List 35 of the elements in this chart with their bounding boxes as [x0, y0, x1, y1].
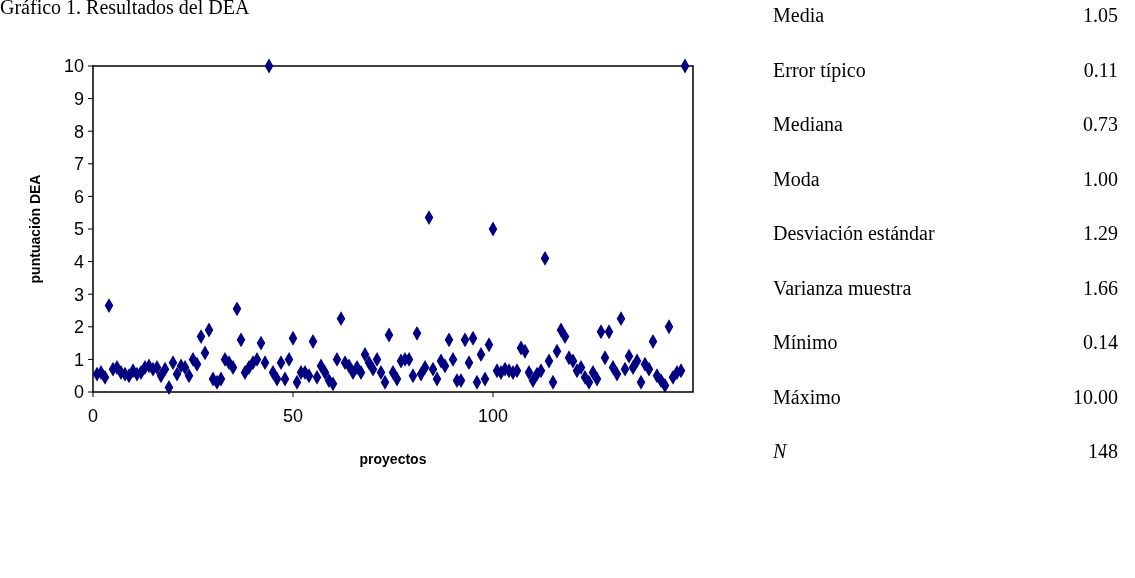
- x-tick-label: 50: [282, 406, 304, 426]
- x-tick-label: 100: [477, 406, 509, 426]
- text: 1.05: [1083, 4, 1118, 26]
- y-tick-label: 1: [73, 349, 84, 370]
- text: 0.11: [1083, 58, 1118, 81]
- text: Máximo: [773, 385, 841, 408]
- y-tick-label: 0: [73, 382, 84, 403]
- y-tick-label: 9: [73, 88, 84, 109]
- text: 1.29: [1083, 222, 1118, 244]
- chart-title: Gráfico 1. Resultados del DEA: [0, 0, 250, 18]
- text: Media: [773, 4, 825, 26]
- x-axis-title: proyectos: [359, 451, 427, 467]
- y-tick-label: 10: [63, 56, 84, 77]
- text: 1.00: [1083, 167, 1118, 190]
- y-tick-label: 6: [73, 186, 84, 207]
- text: 148: [1088, 440, 1118, 462]
- text: Mínimo: [773, 331, 838, 353]
- text: Mediana: [773, 113, 844, 135]
- text: Moda: [773, 167, 820, 190]
- y-tick-label: 2: [73, 317, 84, 338]
- text: 0.14: [1083, 331, 1118, 353]
- y-tick-label: 3: [73, 284, 84, 305]
- text: Varianza muestra: [773, 276, 912, 299]
- text: Desviación estándar: [773, 222, 935, 244]
- text: Error típico: [773, 58, 866, 82]
- y-axis-title: puntuación DEA: [27, 174, 43, 284]
- text: N: [772, 440, 788, 462]
- y-tick-label: 8: [73, 121, 84, 142]
- text: 0.73: [1083, 113, 1118, 135]
- y-tick-label: 7: [73, 154, 84, 175]
- x-tick-label: 0: [87, 406, 99, 426]
- y-tick-label: 5: [73, 219, 84, 240]
- text: 1.66: [1083, 276, 1118, 299]
- text: 10.00: [1073, 385, 1118, 408]
- y-tick-label: 4: [73, 251, 84, 272]
